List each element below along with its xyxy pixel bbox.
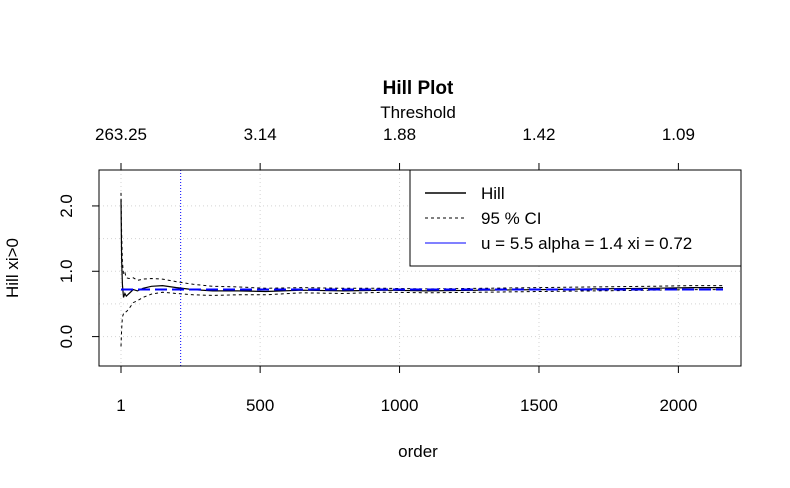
reference-lines — [121, 170, 723, 366]
legend-box — [409, 169, 742, 267]
x-tick-label-4: 2000 — [659, 396, 697, 415]
top-tick-label-1: 3.14 — [244, 125, 277, 144]
x-axis-label: order — [398, 442, 438, 461]
top-tick-label-0: 263.25 — [95, 125, 147, 144]
legend-label-hill: Hill — [481, 184, 505, 203]
top-tick-label-4: 1.09 — [662, 125, 695, 144]
x-tick-label-2: 1000 — [381, 396, 419, 415]
series-line-2 — [120, 289, 723, 347]
y-tick-label-1: 1.0 — [57, 259, 76, 283]
legend-label-ci: 95 % CI — [481, 209, 541, 228]
x-tick-label-3: 1500 — [520, 396, 558, 415]
chart-title: Hill Plot — [383, 78, 454, 99]
y-tick-label-2: 2.0 — [57, 194, 76, 218]
y-tick-label-0: 0.0 — [57, 325, 76, 349]
x-tick-label-1: 500 — [246, 396, 274, 415]
top-tick-label-2: 1.88 — [383, 125, 416, 144]
x-tick-label-0: 1 — [116, 396, 125, 415]
legend-label-threshold: u = 5.5 alpha = 1.4 xi = 0.72 — [481, 234, 692, 253]
series-line-1 — [120, 192, 723, 290]
y-axis-label: Hill xi>0 — [3, 238, 22, 298]
legend: Hill 95 % CI u = 5.5 alpha = 1.4 xi = 0.… — [409, 169, 742, 267]
top-axis-title: Threshold — [380, 103, 456, 122]
top-tick-label-3: 1.42 — [522, 125, 555, 144]
